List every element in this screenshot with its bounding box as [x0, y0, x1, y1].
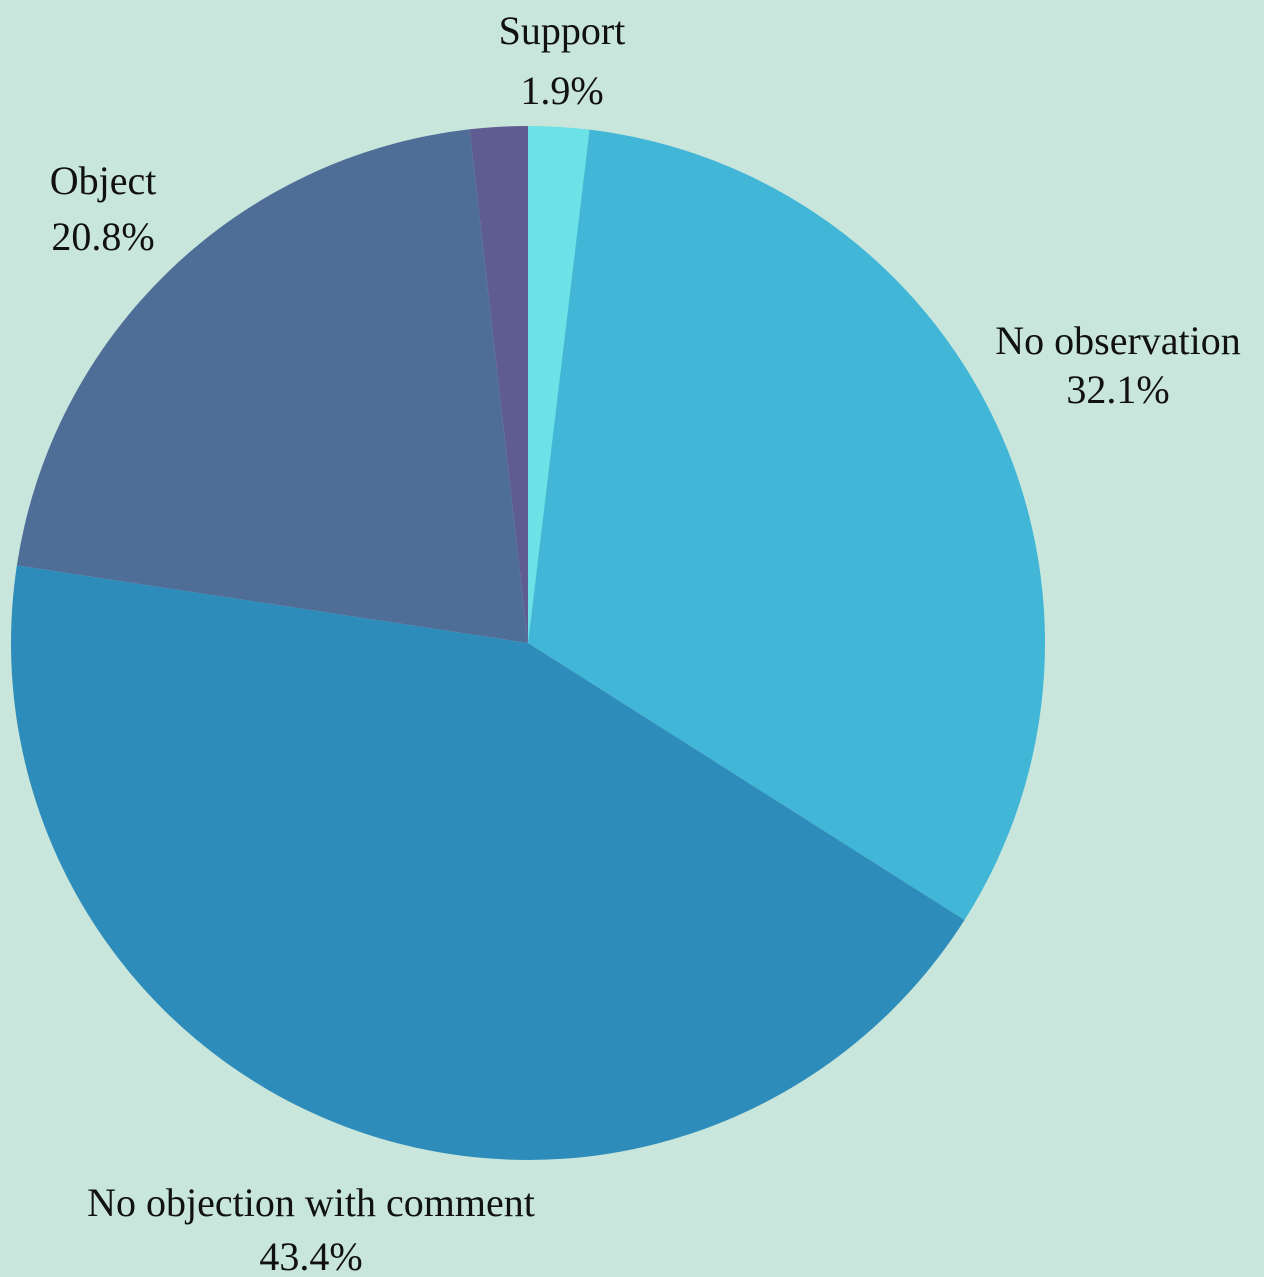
pie-labels: Support 1.9% No observation 32.1% No obj…	[50, 8, 1241, 1277]
pie-slice-support	[528, 126, 590, 643]
slice-label-support: Support	[499, 8, 626, 53]
slice-value-support: 1.9%	[520, 68, 603, 113]
slice-label-no-observation: No observation	[995, 318, 1241, 363]
slice-label-no-objection-with-comment: No objection with comment	[87, 1180, 535, 1225]
pie-slice-object	[16, 129, 529, 644]
slice-value-no-objection-with-comment: 43.4%	[259, 1234, 362, 1277]
pie-slice-no-observation	[528, 129, 1046, 921]
pie-slice-unlabeled-4	[469, 126, 528, 643]
slice-value-object: 20.8%	[51, 214, 154, 259]
pie-slices	[11, 126, 1046, 1160]
slice-value-no-observation: 32.1%	[1066, 367, 1169, 412]
slice-label-object: Object	[50, 158, 157, 203]
pie-slice-no-objection-with-comment	[11, 565, 965, 1160]
